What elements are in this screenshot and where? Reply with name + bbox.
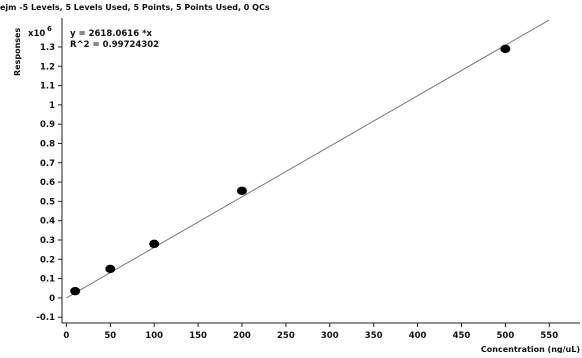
marks-group xyxy=(66,19,550,299)
y-tick-label: 1.1 xyxy=(40,82,55,92)
fit-line xyxy=(66,19,550,299)
y-tick-label: 0.6 xyxy=(40,178,55,188)
y-tick-label: 0.1 xyxy=(40,275,55,285)
x-tick-label: 200 xyxy=(233,331,251,341)
y-multiplier: x10 xyxy=(28,29,45,39)
y-tick-label: 1 xyxy=(49,101,55,111)
y-tick-label: 1.2 xyxy=(40,62,55,72)
data-point xyxy=(236,186,247,195)
x-axis-label: Concentration (ng/uL) xyxy=(481,345,580,353)
y-multiplier-exponent: 6 xyxy=(47,25,52,33)
x-tick-label: 250 xyxy=(277,331,295,341)
x-tick-label: 150 xyxy=(189,331,207,341)
data-point xyxy=(149,239,160,249)
data-point xyxy=(70,286,81,296)
y-tick-label: 1.3 xyxy=(40,43,55,53)
y-tick-label: 0.3 xyxy=(40,236,55,246)
y-tick-label: -0.1 xyxy=(36,313,55,323)
x-tick-label: 500 xyxy=(496,331,514,341)
x-tick-label: 50 xyxy=(104,331,116,341)
data-point xyxy=(105,264,116,274)
y-tick-label: 0.2 xyxy=(40,255,55,265)
fit-r-squared: R^2 = 0.99724302 xyxy=(70,40,159,50)
y-tick-label: 0.8 xyxy=(40,139,55,149)
x-tick-label: 300 xyxy=(321,331,339,341)
data-point xyxy=(500,44,511,54)
x-tick-label: 100 xyxy=(145,331,163,341)
x-tick-label: 550 xyxy=(540,331,558,341)
y-axis-label: Responses xyxy=(13,28,22,76)
axes-group: -0.1 0 0.1 0.2 0.3 0.4 0.5 0.6 0.7 0.8 0.9 1 1.1 1.2 1… xyxy=(36,18,580,341)
fit-equation: y = 2618.0616 *x xyxy=(70,29,153,39)
y-tick-label: 0.7 xyxy=(40,159,55,169)
x-tick-label: 400 xyxy=(409,331,427,341)
y-tick-label: 0.9 xyxy=(40,120,55,130)
y-tick-label: 0.5 xyxy=(40,197,55,207)
x-tick-label: 350 xyxy=(365,331,383,341)
x-tick-label: 450 xyxy=(453,331,471,341)
x-tick-label: 0 xyxy=(63,331,69,341)
y-tick-label: 0 xyxy=(49,294,55,304)
y-tick-label: 0.4 xyxy=(40,217,55,227)
chart-header: ejm -5 Levels, 5 Levels Used, 5 Points, … xyxy=(0,3,270,12)
